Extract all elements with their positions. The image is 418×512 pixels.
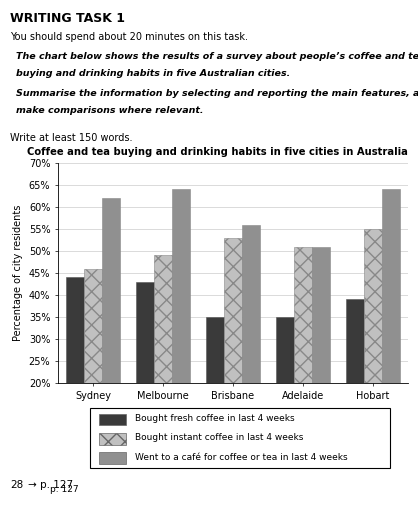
Bar (99, 433, 126, 444)
Bar (224, 238, 242, 471)
Text: Coffee and tea buying and drinking habits in five cities in Australia: Coffee and tea buying and drinking habit… (27, 147, 408, 157)
Text: Bought instant coffee in last 4 weeks: Bought instant coffee in last 4 weeks (135, 434, 303, 442)
Text: → p. 127: → p. 127 (28, 480, 73, 490)
Y-axis label: Percentage of city residents: Percentage of city residents (13, 205, 23, 341)
Text: WRITING TASK 1: WRITING TASK 1 (10, 12, 125, 25)
Text: Summarise the information by selecting and reporting the main features, and: Summarise the information by selecting a… (16, 89, 418, 98)
Text: You should spend about 20 minutes on this task.: You should spend about 20 minutes on thi… (10, 32, 248, 42)
Text: Bought fresh coffee in last 4 weeks: Bought fresh coffee in last 4 weeks (135, 414, 295, 423)
Bar (102, 198, 120, 471)
Text: Went to a café for coffee or tea in last 4 weeks: Went to a café for coffee or tea in last… (135, 453, 348, 462)
Bar (382, 189, 400, 471)
FancyBboxPatch shape (90, 408, 390, 468)
Bar (364, 229, 382, 471)
Bar (154, 255, 172, 471)
Bar (84, 269, 102, 471)
Bar (294, 247, 312, 471)
Bar (66, 278, 84, 471)
Text: buying and drinking habits in five Australian cities.: buying and drinking habits in five Austr… (16, 69, 290, 78)
Bar (276, 317, 294, 471)
Bar (136, 282, 154, 471)
Bar (99, 414, 126, 425)
Bar (99, 453, 126, 464)
Bar (312, 247, 330, 471)
Text: p. 127: p. 127 (50, 485, 78, 495)
Text: 28: 28 (10, 480, 23, 490)
Bar (172, 189, 190, 471)
Bar (206, 317, 224, 471)
Text: make comparisons where relevant.: make comparisons where relevant. (16, 106, 204, 115)
Bar (346, 300, 364, 471)
Text: Write at least 150 words.: Write at least 150 words. (10, 133, 133, 143)
Text: The chart below shows the results of a survey about people’s coffee and tea: The chart below shows the results of a s… (16, 53, 418, 61)
Bar (242, 225, 260, 471)
